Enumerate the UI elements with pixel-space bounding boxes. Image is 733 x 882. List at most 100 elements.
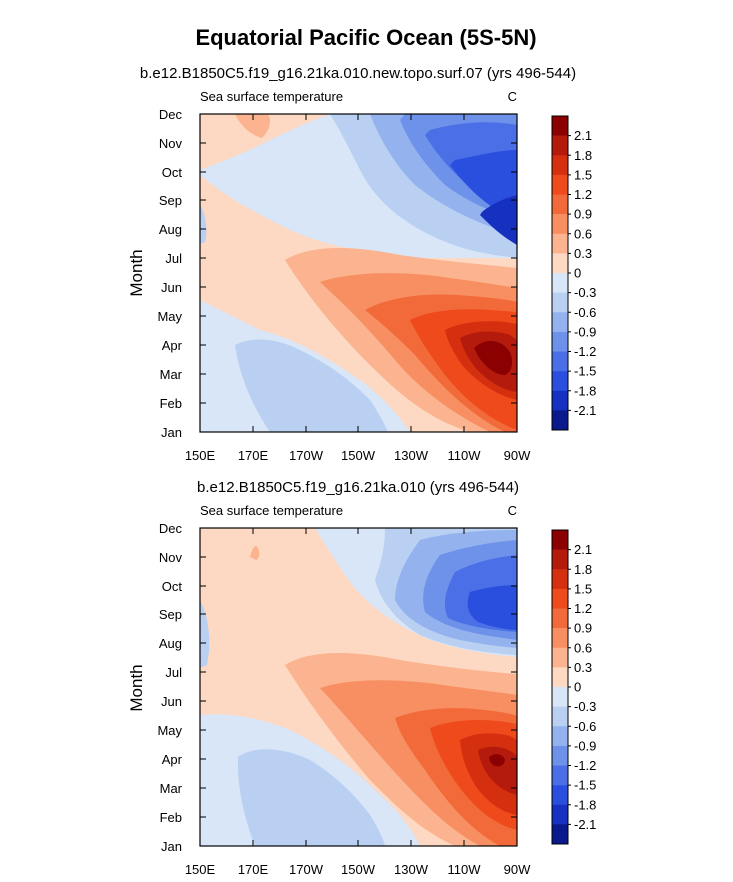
y-tick: Jul [165,665,517,680]
colorbar-label: 0.6 [574,640,592,655]
colorbar-label: 0.3 [574,660,592,675]
contour-band [480,195,517,245]
x-tick: 170E [238,114,269,463]
colorbar-label: 0.9 [574,207,592,222]
x-tick: 150W [341,114,376,463]
y-tick-label: Jul [165,251,182,266]
colorbar-swatch [552,687,568,707]
y-tick: Apr [162,338,517,353]
panel-bottom-xticks: 150E 170E 170W 150W 130W 110W 90W [185,528,531,877]
x-tick: 170W [289,114,324,463]
y-tick: May [157,309,517,324]
x-tick-label: 130W [394,448,429,463]
y-tick-label: Oct [162,579,183,594]
y-tick: Jun [161,694,517,709]
x-tick: 150E [185,426,216,463]
x-tick-label: 170E [238,448,269,463]
y-tick-label: Jan [161,425,182,440]
y-tick-label: Jun [161,280,182,295]
y-tick: Jan [161,425,517,440]
y-tick: Mar [160,367,517,382]
colorbar-label: 2.1 [574,542,592,557]
colorbar-swatch [552,155,568,176]
colorbar-swatch [552,116,568,136]
colorbar-swatch [552,312,568,333]
x-tick: 130W [394,114,429,463]
colorbar-swatch [552,745,568,766]
colorbar-swatch [552,273,568,293]
y-tick-label: Dec [159,107,183,122]
panel-bottom-units: C [508,503,517,518]
contour-band [200,600,210,668]
x-tick: 90W [504,840,531,877]
colorbar-swatch [552,253,568,274]
y-tick-label: Sep [159,193,182,208]
x-tick: 150W [341,528,376,877]
y-tick-label: Nov [159,550,183,565]
y-tick: Dec [159,521,517,536]
y-tick-label: Mar [160,367,183,382]
contour-band [467,585,517,630]
y-tick-label: Jan [161,839,182,854]
y-tick: Sep [159,607,517,622]
panel-top-yticks: Dec Nov Oct Sep Aug Jul Jun May Apr Mar … [157,107,517,440]
y-tick-label: Jun [161,694,182,709]
y-tick-label: Aug [159,222,182,237]
colorbar-swatch [552,292,568,313]
colorbar-label: -1.5 [574,364,596,379]
colorbar-label: -1.2 [574,758,596,773]
y-tick-label: Jul [165,665,182,680]
y-tick-label: Feb [160,396,182,411]
x-tick-label: 170W [289,862,324,877]
colorbar-swatch [552,530,568,550]
panel-top-left-label: Sea surface temperature [200,89,343,104]
colorbar-top: 2.1 1.8 1.5 1.2 0.9 0.6 0.3 0 -0.3 -0.6 -0.9 -1.2 -1… [551,115,596,431]
contour-band [200,205,207,244]
y-tick-label: May [157,723,182,738]
y-tick-label: Apr [162,338,183,353]
colorbar-swatch [552,608,568,629]
contour-band [235,114,270,138]
x-tick-label: 130W [394,862,429,877]
panel-bottom-yticks: Dec Nov Oct Sep Aug Jul Jun May Apr Mar … [157,521,517,854]
colorbar-label: 0.6 [574,226,592,241]
y-tick: Sep [159,193,517,208]
colorbar-label: -0.9 [574,324,596,339]
x-tick: 170E [238,528,269,877]
panel-bottom-left-label: Sea surface temperature [200,503,343,518]
contour-band [250,546,260,560]
y-tick-label: May [157,309,182,324]
colorbar-label: 1.2 [574,601,592,616]
panel-bottom-title: b.e12.B1850C5.f19_g16.21ka.010 (yrs 496-… [197,479,519,496]
y-tick-label: Sep [159,607,182,622]
y-tick: Jun [161,280,517,295]
x-tick: 90W [504,426,531,463]
y-tick: Mar [160,781,517,796]
colorbar-swatch [552,628,568,649]
x-tick-label: 150W [341,862,376,877]
panel-bottom-field [200,528,517,846]
y-axis-title: Month [127,664,146,711]
colorbar-swatch [552,726,568,747]
panel-bottom: b.e12.B1850C5.f19_g16.21ka.010 (yrs 496-… [127,479,596,877]
y-tick-label: Apr [162,752,183,767]
y-tick: Dec [159,107,517,122]
colorbar-swatch [552,194,568,215]
x-tick-label: 110W [448,862,482,877]
colorbar-swatch [552,667,568,688]
colorbar-label: -0.3 [574,285,596,300]
x-tick: 170W [289,528,324,877]
y-tick: Jul [165,251,517,266]
colorbar-swatch [552,331,568,352]
y-tick: May [157,723,517,738]
y-tick-label: Feb [160,810,182,825]
colorbar-label: 1.8 [574,148,592,163]
x-tick: 150E [185,840,216,877]
panel-top-units: C [508,89,517,104]
y-tick-label: Aug [159,636,182,651]
x-tick-label: 150E [185,862,216,877]
contour-band [237,749,385,846]
x-tick-label: 150E [185,448,216,463]
x-tick-label: 170E [238,862,269,877]
